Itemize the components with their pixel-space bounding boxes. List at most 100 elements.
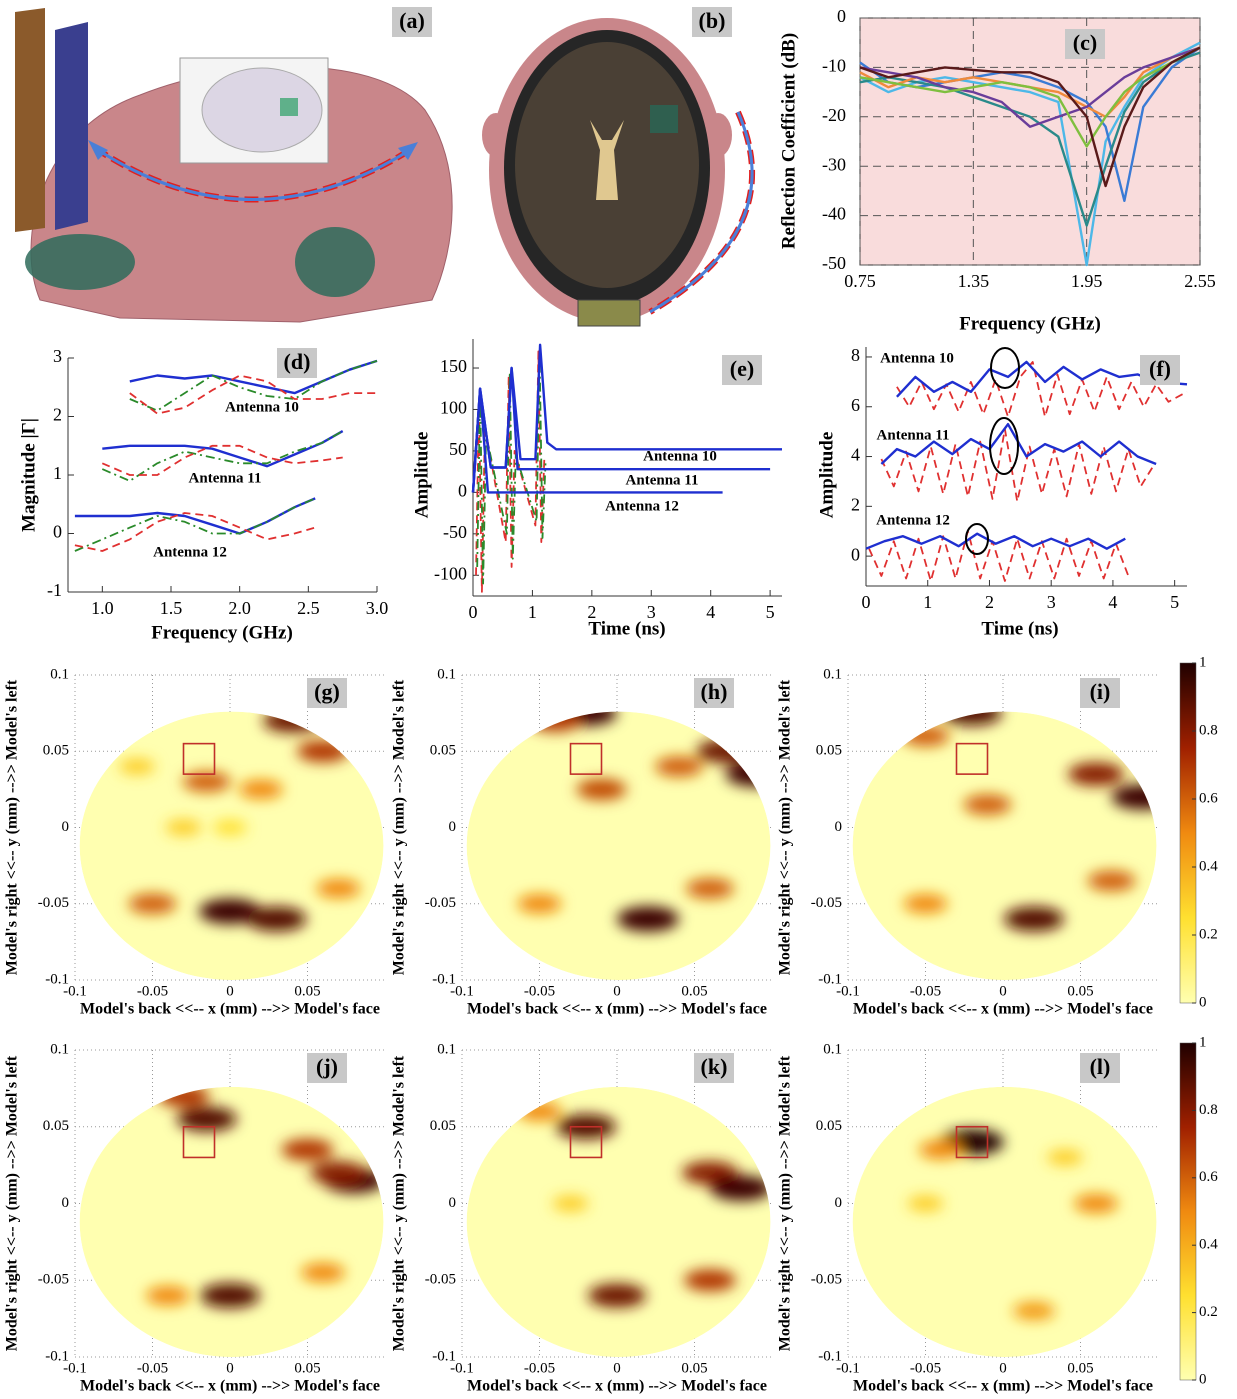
y-tick-label: -0.05 [38, 1272, 69, 1288]
data-line [74, 497, 316, 535]
y-tick-label: 0.05 [43, 1118, 69, 1134]
panel-label-bg [1065, 29, 1105, 59]
highlight-ring [990, 347, 1020, 389]
y-tick-label: 8 [851, 345, 860, 365]
x-tick-label: 3.0 [366, 598, 389, 618]
heat-blob [552, 1195, 589, 1212]
heatmap-disc [852, 711, 1157, 980]
data-line [859, 46, 1201, 128]
x-tick-label: 1 [528, 602, 537, 622]
panel-label: (d) [284, 349, 311, 374]
heat-blob [517, 894, 562, 914]
panel-label: (l) [1090, 1054, 1111, 1079]
colorbar-tick-label: 0.2 [1199, 926, 1218, 942]
heat-blob [901, 725, 950, 747]
y-axis-title: Model's right <<-- y (mm) -->> Model's l… [777, 679, 794, 975]
heat-blob [1047, 1149, 1083, 1166]
heat-blob [1013, 1301, 1055, 1321]
y-tick-label: -0.05 [38, 895, 69, 911]
colorbar [1179, 1042, 1197, 1381]
panel-label: (h) [701, 679, 728, 704]
x-axis-title: Model's back <<-- x (mm) -->> Model's fa… [467, 1001, 767, 1018]
heat-blob [213, 819, 247, 836]
target-box [182, 1125, 216, 1159]
x-axis-title: Model's back <<-- x (mm) -->> Model's fa… [80, 1001, 380, 1018]
x-tick-label: 2.55 [1184, 271, 1216, 291]
heat-blob [686, 878, 734, 899]
x-axis-title: Model's back <<-- x (mm) -->> Model's fa… [467, 1378, 767, 1395]
heatmap-disc [852, 1086, 1157, 1358]
y-tick-label: 0.1 [823, 666, 842, 682]
heatmap-blobs [517, 1101, 771, 1308]
y-axis-title: Model's right <<-- y (mm) -->> Model's l… [391, 1055, 408, 1351]
panel-label-bg [277, 348, 317, 378]
y-tick-label: 0 [835, 1195, 843, 1211]
y-tick-label: 0 [62, 819, 70, 835]
x-tick-label: -0.05 [137, 983, 168, 999]
heat-blob [146, 1286, 190, 1306]
heat-blob [696, 739, 755, 764]
y-tick-label: 0 [53, 522, 62, 542]
heat-blob [263, 711, 321, 733]
y-axis-title: Amplitude [411, 432, 432, 519]
y-tick-label: -0.05 [425, 1272, 456, 1288]
highlight-ring [989, 417, 1019, 475]
y-tick-label: 3 [53, 346, 62, 366]
heat-blob [128, 893, 177, 914]
y-tick-label: 0 [449, 1195, 457, 1211]
x-tick-label: 2.0 [228, 598, 251, 618]
y-tick-label: -0.1 [818, 971, 842, 987]
annotation: Antenna 12 [876, 512, 950, 528]
y-tick-label: 4 [851, 445, 860, 465]
y-axis-title: Model's right <<-- y (mm) -->> Model's l… [4, 679, 21, 975]
panel-label: (j) [316, 1054, 338, 1079]
colorbar-tick-label: 1 [1199, 654, 1207, 670]
panel-label-bg [1080, 678, 1120, 708]
x-tick-label: -0.05 [910, 1360, 941, 1376]
y-tick-label: 2 [851, 494, 860, 514]
data-line [471, 366, 771, 493]
y-tick-label: -0.05 [811, 895, 842, 911]
colorbar [1179, 662, 1197, 1004]
heat-blob [710, 1175, 771, 1201]
heat-blob [517, 1101, 562, 1121]
y-tick-label: 0 [835, 819, 843, 835]
colorbar-tick-label: 0.4 [1199, 1237, 1218, 1253]
heat-blob [1004, 906, 1064, 932]
y-tick-label: 6 [851, 395, 860, 415]
panel-label: (g) [314, 679, 340, 704]
heatmap-disc [466, 1086, 771, 1358]
x-tick-label: 0.05 [681, 1360, 707, 1376]
heat-blob [1074, 1194, 1118, 1213]
x-axis-title: Model's back <<-- x (mm) -->> Model's fa… [853, 1378, 1153, 1395]
colorbar-tick-label: 0.8 [1199, 722, 1218, 738]
panel-label: (b) [699, 8, 726, 33]
x-tick-label: -0.1 [63, 1360, 87, 1376]
heat-blob [119, 758, 155, 775]
colorbar-tick-label: 0.6 [1199, 790, 1218, 806]
y-axis-title: Magnitude |Γ| [18, 418, 39, 532]
annotation: Antenna 11 [189, 470, 262, 486]
heat-blob [1087, 870, 1136, 892]
x-tick-label: 1.0 [91, 598, 114, 618]
y-axis-title: Model's right <<-- y (mm) -->> Model's l… [4, 1055, 21, 1351]
annotation: Antenna 10 [880, 350, 954, 366]
annotation: Antenna 11 [626, 472, 699, 488]
heat-blob [301, 1263, 345, 1283]
y-tick-label: 0.1 [50, 1041, 69, 1057]
x-tick-label: -0.1 [63, 983, 87, 999]
heatmap-field [466, 711, 771, 980]
y-tick-label: 0 [851, 544, 860, 564]
data-line [74, 497, 316, 552]
heat-blob [576, 778, 627, 800]
heat-blob [281, 1138, 334, 1161]
colorbar-tick-label: 0.8 [1199, 1102, 1218, 1118]
target-box [569, 742, 603, 775]
heatmap-disc [79, 1086, 384, 1358]
y-tick-label: -50 [443, 522, 467, 542]
x-axis-title: Time (ns) [981, 618, 1058, 639]
heat-blob [1111, 784, 1157, 810]
y-tick-label: -30 [822, 154, 846, 174]
heat-blob [1068, 762, 1124, 786]
